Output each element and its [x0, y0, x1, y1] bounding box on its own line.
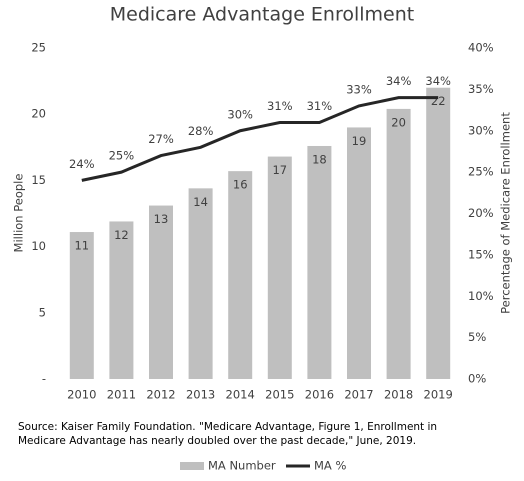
y-tick-label: 20 [31, 107, 46, 121]
data-label: 13 [154, 212, 169, 226]
data-label: 30% [227, 107, 253, 121]
x-tick-label: 2010 [67, 388, 96, 402]
legend-swatch [180, 462, 204, 470]
data-label: 33% [346, 82, 372, 96]
data-label: 19 [352, 134, 367, 148]
x-tick-label: 2016 [305, 388, 334, 402]
data-label: 34% [425, 74, 451, 88]
x-tick-label: 2014 [226, 388, 255, 402]
bar [109, 221, 134, 379]
data-label: 27% [148, 132, 174, 146]
y-tick-label: 25 [31, 41, 46, 55]
data-label: 31% [267, 99, 293, 113]
data-label: 20 [391, 115, 406, 129]
x-tick-label: 2015 [265, 388, 294, 402]
y2-tick-label: 0% [468, 372, 486, 386]
bar [267, 156, 292, 379]
bar [386, 108, 411, 380]
bar [228, 171, 253, 379]
data-label: 24% [69, 157, 95, 171]
y2-tick-label: 5% [468, 330, 486, 344]
data-label: 14 [193, 195, 208, 209]
bar [307, 145, 332, 379]
y-tick-label: 5 [39, 305, 46, 319]
bar [426, 87, 451, 379]
y2-tick-label: 35% [468, 82, 494, 96]
y-axis-label: Million People [12, 174, 26, 253]
y2-tick-label: 10% [468, 289, 494, 303]
data-label: 34% [386, 74, 412, 88]
x-tick-label: 2011 [107, 388, 136, 402]
bar [188, 188, 213, 379]
source-note: Medicare Advantage has nearly doubled ov… [18, 435, 416, 447]
data-label: 17 [272, 163, 287, 177]
y2-tick-label: 40% [468, 41, 494, 55]
y2-tick-label: 15% [468, 247, 494, 261]
y2-axis-label: Percentage of Medicare Enrollment [499, 112, 513, 314]
x-tick-label: 2013 [186, 388, 215, 402]
x-tick-label: 2019 [424, 388, 453, 402]
line [81, 96, 439, 182]
x-tick-label: 2017 [344, 388, 373, 402]
x-tick-label: 2012 [146, 388, 175, 402]
x-tick-label: 2018 [384, 388, 413, 402]
y2-tick-label: 25% [468, 165, 494, 179]
source-note: Source: Kaiser Family Foundation. "Medic… [18, 421, 437, 433]
bar [347, 127, 371, 379]
legend-label: MA Number [208, 459, 276, 473]
legend-label: MA % [314, 459, 346, 473]
y-tick-label: - [42, 372, 46, 386]
data-label: 11 [74, 239, 89, 253]
data-label: 16 [233, 178, 248, 192]
chart-title: Medicare Advantage Enrollment [110, 4, 414, 26]
bar [149, 205, 173, 379]
y-tick-label: 15 [31, 173, 46, 187]
data-label: 31% [307, 99, 333, 113]
y-tick-label: 10 [31, 239, 46, 253]
data-label: 25% [109, 149, 135, 163]
data-label: 12 [114, 228, 129, 242]
y2-tick-label: 30% [468, 123, 494, 137]
y2-tick-label: 20% [468, 206, 494, 220]
data-label: 28% [188, 124, 214, 138]
data-label: 18 [312, 152, 327, 166]
bar [69, 232, 94, 379]
